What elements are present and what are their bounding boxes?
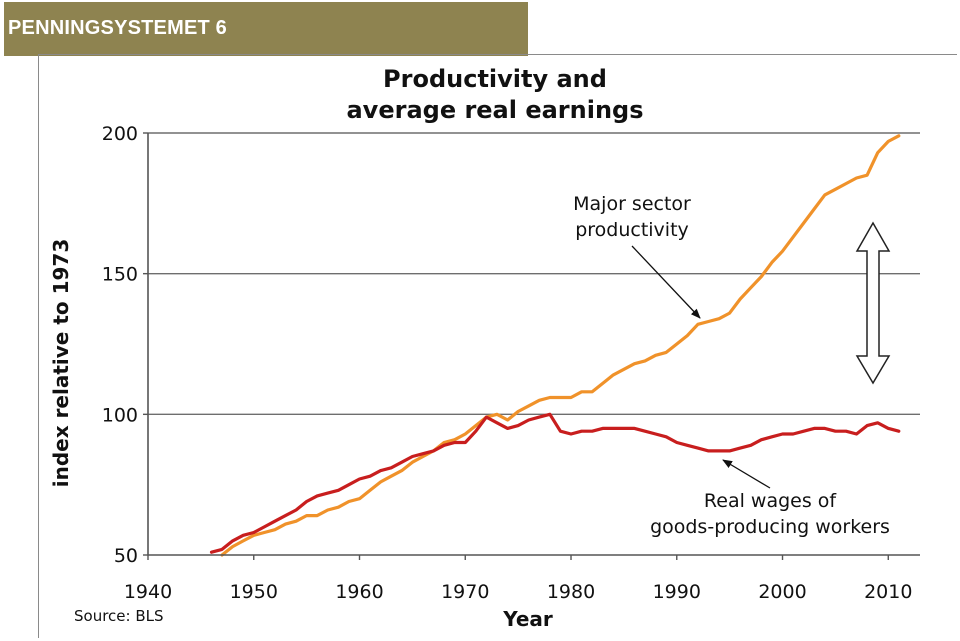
series-line-real-wages <box>209 412 901 554</box>
series-group <box>209 134 901 557</box>
y-tick-label-100: 100 <box>102 404 138 426</box>
annotation-wages-line-2: goods-producing workers <box>650 516 890 538</box>
x-tick-label-1940: 1940 <box>124 581 172 603</box>
series-line-productivity <box>220 134 901 557</box>
x-tick-label-1960: 1960 <box>335 581 383 603</box>
y-tick-label-150: 150 <box>102 264 138 286</box>
source-label: Source: BLS <box>74 607 164 625</box>
pointer-productivity <box>631 245 701 319</box>
y-axis-label: index relative to 1973 <box>49 239 73 488</box>
annotation-wages-line-1: Real wages of <box>704 490 837 512</box>
y-tick-label-50: 50 <box>114 545 138 567</box>
header-banner: PENNINGSYSTEMET 6 <box>4 2 528 56</box>
axes <box>147 133 920 556</box>
x-tick-label-2000: 2000 <box>758 581 806 603</box>
x-tick-label-1950: 1950 <box>230 581 278 603</box>
y-tick-label-200: 200 <box>102 123 138 145</box>
gridlines <box>148 132 920 416</box>
annotation-productivity-line-2: productivity <box>575 219 689 241</box>
x-tick-label-1970: 1970 <box>441 581 489 603</box>
tick-labels: 50 100 150 200 1940 1950 1960 1970 1980 1990 2000 2… <box>102 123 913 603</box>
x-axis-label: Year <box>502 607 553 631</box>
chart-frame <box>38 54 957 638</box>
chart-title-line-2: average real earnings <box>346 96 643 124</box>
x-tick-label-1980: 1980 <box>547 581 595 603</box>
chart-title-line-1: Productivity and <box>383 65 607 93</box>
gap-double-arrow-icon <box>855 221 891 385</box>
header-title: PENNINGSYSTEMET 6 <box>8 17 227 39</box>
annotation-productivity-line-1: Major sector <box>573 193 691 215</box>
pointer-real-wages <box>722 459 771 489</box>
annotation-pointers <box>631 245 771 489</box>
x-tick-label-2010: 2010 <box>864 581 912 603</box>
x-tick-label-1990: 1990 <box>653 581 701 603</box>
